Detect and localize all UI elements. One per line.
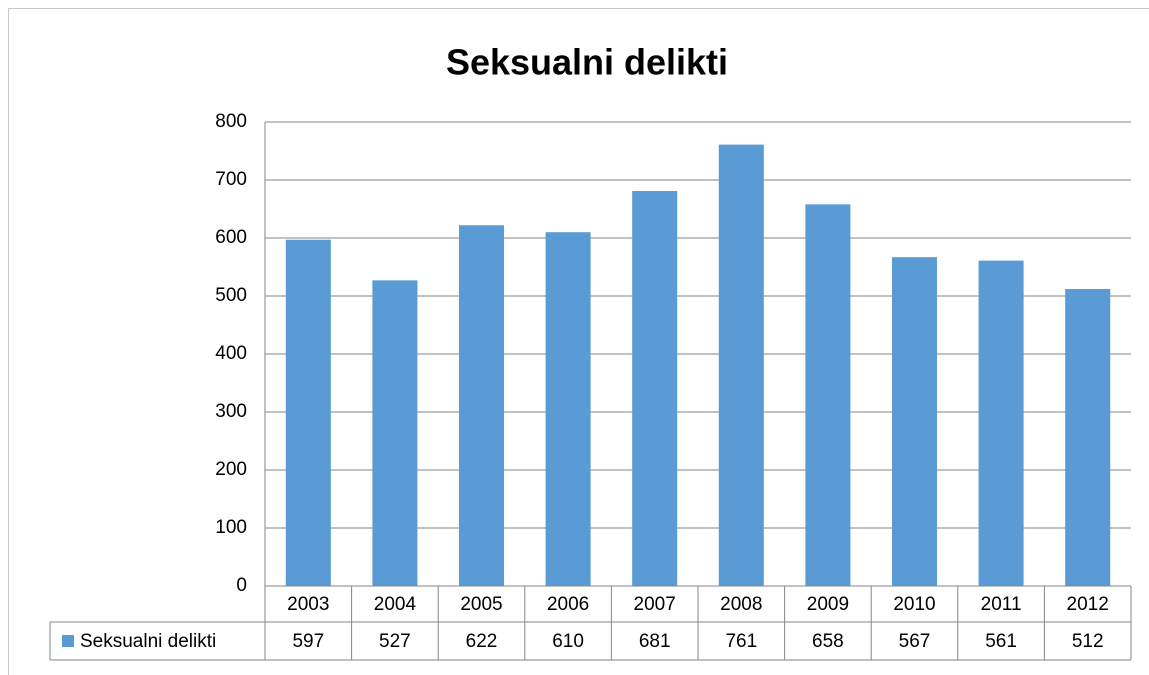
x-tick-label: 2004 [374, 594, 417, 615]
data-table-value: 681 [639, 631, 671, 652]
data-table-value: 658 [812, 631, 844, 652]
data-table-value: 567 [899, 631, 931, 652]
x-tick-label: 2003 [287, 594, 329, 615]
bar [458, 225, 505, 587]
y-tick-label: 500 [215, 285, 247, 306]
y-tick-label: 600 [215, 227, 247, 248]
bar [632, 191, 678, 586]
x-tick-label: 2005 [460, 594, 502, 615]
data-table-value: 761 [725, 631, 757, 652]
bar [285, 239, 331, 587]
x-tick-label: 2007 [634, 594, 676, 615]
y-tick-label: 400 [215, 343, 247, 364]
y-tick-label: 800 [215, 111, 247, 132]
data-table-value: 610 [552, 631, 584, 652]
y-tick-label: 300 [215, 401, 247, 422]
chart-border [8, 8, 1149, 675]
bar [545, 232, 591, 586]
legend-label: Seksualni delikti [80, 631, 216, 652]
x-tick-label: 2008 [720, 594, 762, 615]
data-table-value: 622 [466, 631, 498, 652]
data-table-value: 512 [1072, 631, 1104, 652]
bar [805, 204, 851, 587]
data-table-value: 527 [379, 631, 411, 652]
bar [372, 280, 418, 586]
x-tick-label: 2011 [981, 594, 1022, 615]
bar [978, 260, 1024, 586]
y-tick-label: 700 [215, 169, 247, 190]
bar [891, 257, 938, 586]
bar [1065, 289, 1111, 586]
legend-swatch [62, 635, 74, 647]
y-tick-label: 0 [236, 575, 247, 596]
x-tick-label: 2010 [893, 594, 935, 615]
bar [718, 144, 764, 586]
data-table-value: 597 [292, 631, 324, 652]
y-tick-label: 100 [215, 517, 247, 538]
x-tick-label: 2006 [547, 594, 589, 615]
y-tick-label: 200 [215, 459, 247, 480]
x-tick-label: 2009 [807, 594, 849, 615]
chart-title: Seksualni delikti [446, 42, 728, 83]
x-tick-label: 2012 [1067, 594, 1109, 615]
data-table-value: 561 [985, 631, 1017, 652]
